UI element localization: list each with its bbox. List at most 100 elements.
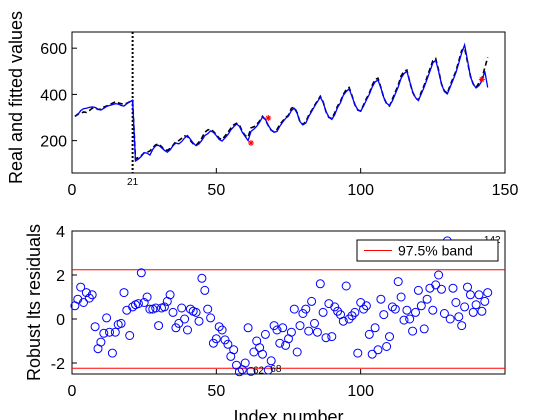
residual-point — [133, 299, 143, 309]
top-axes-frame — [71, 31, 506, 174]
top-ticks-group: 0 50 100 150 200 400 600 — [40, 41, 518, 199]
residual-point — [183, 325, 192, 335]
residual-point — [330, 302, 340, 312]
top-x-tick-label: 150 — [492, 182, 519, 199]
residual-point — [477, 306, 487, 316]
residual-point — [154, 321, 164, 331]
residual-point — [76, 282, 86, 292]
residual-point — [318, 307, 328, 317]
residual-point — [243, 323, 253, 333]
residual-point — [208, 338, 218, 348]
residual-point — [119, 288, 129, 298]
residual-point — [463, 282, 472, 292]
residual-point — [353, 348, 363, 358]
residual-point — [419, 324, 429, 334]
residual-point — [292, 347, 302, 357]
residual-point — [110, 327, 120, 337]
residual-point — [105, 327, 114, 337]
residual-point — [431, 280, 441, 290]
bottom-x-tick-label: 100 — [347, 383, 374, 400]
residual-point — [408, 326, 418, 336]
fitted-values-line — [74, 42, 489, 163]
residual-point — [379, 310, 389, 320]
top-x-tick-label: 50 — [207, 182, 225, 199]
residual-point — [298, 309, 308, 318]
bottom-x-axis-label: Index number — [233, 407, 343, 420]
residual-point — [263, 365, 273, 375]
residual-point — [116, 318, 126, 328]
residual-point — [81, 288, 91, 298]
residual-point — [249, 347, 259, 357]
residual-point — [102, 313, 112, 323]
residual-point — [84, 293, 94, 303]
residual-point — [448, 283, 458, 293]
legend-box — [356, 239, 499, 262]
bottom-x-tick-label: 0 — [68, 383, 77, 400]
residual-point — [275, 338, 285, 348]
bottom-x-tick-label: 50 — [207, 383, 225, 400]
residual-point — [359, 304, 369, 314]
residual-point — [229, 345, 239, 355]
residual-point-label: 68 — [270, 364, 282, 375]
bottom-y-tick-label: 2 — [56, 268, 65, 285]
residual-point — [165, 290, 175, 300]
residual-point — [125, 331, 135, 340]
residual-point — [151, 303, 161, 313]
residual-point — [341, 281, 351, 291]
residual-point — [376, 294, 386, 304]
residual-point — [460, 302, 470, 312]
residual-point — [206, 313, 216, 323]
top-y-axis-label: Real and fitted values — [6, 11, 26, 184]
bottom-y-tick-label: -2 — [51, 356, 65, 373]
residual-point — [338, 316, 348, 326]
residual-point — [240, 358, 250, 368]
top-y-tick-label: 200 — [40, 134, 67, 151]
residual-point — [79, 298, 88, 307]
residual-point — [439, 309, 449, 318]
residual-point — [171, 323, 181, 333]
residual-point — [413, 285, 423, 295]
top-y-tick-label: 600 — [40, 41, 67, 58]
residual-point — [315, 279, 325, 289]
residual-point — [99, 328, 109, 338]
residual-point — [454, 312, 464, 322]
outlier-star-marker — [478, 76, 485, 83]
residual-point — [310, 318, 319, 328]
residual-point — [361, 301, 371, 311]
legend: 97.5% band — [356, 239, 499, 262]
residual-point — [416, 301, 426, 311]
residual-point — [90, 322, 100, 332]
bottom-y-tick-label: 4 — [56, 224, 65, 241]
residual-point — [344, 314, 354, 324]
residual-point — [96, 337, 106, 347]
residual-point — [246, 366, 256, 376]
residual-point — [214, 322, 224, 332]
residual-point — [434, 270, 444, 280]
residual-point — [278, 323, 288, 333]
residual-point — [480, 296, 490, 306]
residual-point — [180, 314, 190, 324]
residual-point — [301, 304, 311, 314]
top-y-tick-label: 400 — [40, 87, 67, 104]
residual-point — [142, 292, 152, 302]
residual-point — [304, 326, 314, 336]
residual-point — [289, 304, 299, 314]
top-x-tick-label: 0 — [68, 182, 77, 199]
residual-point — [422, 294, 432, 304]
residual-point — [373, 345, 383, 355]
residual-point — [483, 288, 493, 298]
residual-point — [174, 318, 184, 328]
residual-point — [168, 307, 178, 317]
residual-point — [396, 292, 406, 302]
residual-point — [220, 335, 230, 345]
residual-point — [382, 342, 392, 351]
residual-point — [333, 306, 343, 316]
residual-point — [437, 284, 446, 294]
residual-point — [87, 290, 97, 300]
residual-point — [465, 290, 475, 300]
residual-point — [269, 321, 279, 331]
outlier-star-marker — [265, 114, 272, 121]
residual-point — [217, 325, 227, 335]
